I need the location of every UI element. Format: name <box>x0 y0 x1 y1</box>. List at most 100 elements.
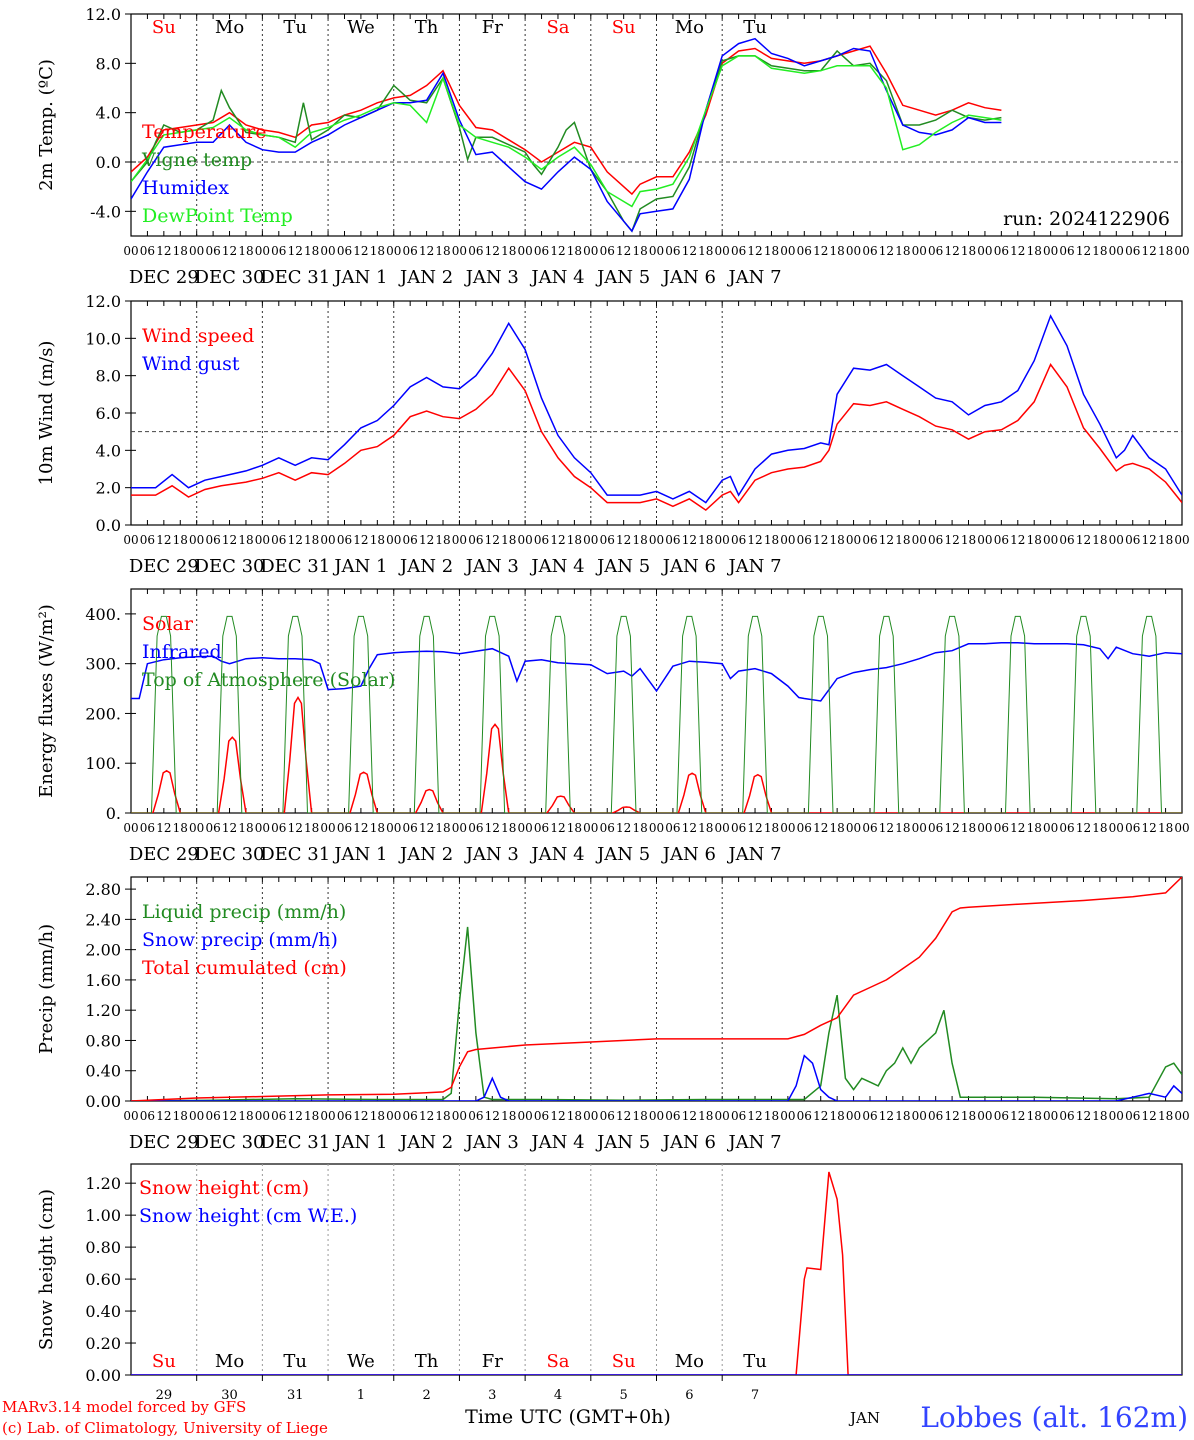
y-tick-label: 6.0 <box>96 404 121 423</box>
hour-label: 18 <box>764 244 779 258</box>
date-label: JAN 6 <box>661 1132 716 1153</box>
weekday-label: Tu <box>743 17 767 38</box>
y-axis-title: 2m Temp. (ºC) <box>36 59 57 191</box>
hour-label: 00 <box>1109 244 1124 258</box>
hour-label: 18 <box>764 1109 779 1123</box>
y-axis-title: Energy fluxes (W/m²) <box>36 604 57 798</box>
y-tick-label: 4.0 <box>96 441 121 460</box>
hour-label: 06 <box>403 1109 418 1123</box>
hour-label: 00 <box>1174 533 1189 547</box>
date-label: JAN 6 <box>661 844 716 865</box>
weekday-label: Th <box>415 17 439 38</box>
series-line-temperature <box>131 45 1002 196</box>
hour-label: 00 <box>1109 533 1124 547</box>
hour-label: 06 <box>337 1109 352 1123</box>
hour-label: 12 <box>288 821 303 835</box>
date-label: JAN 1 <box>332 844 387 865</box>
hour-label: 06 <box>1125 1109 1140 1123</box>
hour-label: 12 <box>1010 533 1025 547</box>
y-tick-label: 200. <box>85 704 121 723</box>
bottom-day-label: 29 <box>156 1388 173 1403</box>
series-line-liquid-precip-mm-h- <box>131 926 1182 1101</box>
hour-label: 06 <box>337 533 352 547</box>
series-line-wind-speed <box>131 363 1182 512</box>
hour-label: 12 <box>747 244 762 258</box>
hour-label: 12 <box>419 244 434 258</box>
hour-label: 18 <box>173 821 188 835</box>
hour-label: 00 <box>715 1109 730 1123</box>
hour-label: 00 <box>912 821 927 835</box>
hour-label: 12 <box>1076 1109 1091 1123</box>
hour-label: 12 <box>156 244 171 258</box>
bottom-day-label: 6 <box>685 1388 693 1403</box>
series-line-dewpoint-temp <box>131 55 1002 208</box>
hour-label: 12 <box>616 244 631 258</box>
date-label: JAN 5 <box>595 844 650 865</box>
hour-label: 18 <box>632 244 647 258</box>
hour-label: 00 <box>780 821 795 835</box>
hour-label: 18 <box>238 1109 253 1123</box>
hour-label: 00 <box>517 1109 532 1123</box>
hour-label: 06 <box>337 821 352 835</box>
date-label: JAN 7 <box>726 844 781 865</box>
hour-label: 06 <box>271 821 286 835</box>
hour-label: 00 <box>583 1109 598 1123</box>
legend-entry: Vigne temp <box>141 149 252 171</box>
hour-label: 06 <box>994 1109 1009 1123</box>
hour-label: 18 <box>435 244 450 258</box>
y-tick-label: 400. <box>85 605 121 624</box>
hour-label: 06 <box>928 244 943 258</box>
hour-label: 00 <box>583 533 598 547</box>
hour-label: 06 <box>205 533 220 547</box>
hour-label: 18 <box>1027 821 1042 835</box>
hour-label: 18 <box>1092 821 1107 835</box>
hour-label: 18 <box>370 533 385 547</box>
y-tick-label: 300. <box>85 655 121 674</box>
hour-label: 12 <box>813 821 828 835</box>
hour-label: 06 <box>140 1109 155 1123</box>
series-line-top-of-atmosphere-solar- <box>131 615 1182 813</box>
date-label: DEC 31 <box>260 1132 330 1153</box>
weekday-label: Su <box>152 17 176 38</box>
hour-label: 00 <box>386 821 401 835</box>
hour-label: 06 <box>468 244 483 258</box>
hour-label: 00 <box>846 1109 861 1123</box>
hour-label: 18 <box>830 244 845 258</box>
hour-label: 06 <box>665 821 680 835</box>
hour-label: 18 <box>895 1109 910 1123</box>
hour-label: 06 <box>1125 821 1140 835</box>
date-label: DEC 29 <box>129 267 199 288</box>
hour-label: 12 <box>419 533 434 547</box>
date-label: JAN 5 <box>595 556 650 577</box>
hour-label: 12 <box>813 244 828 258</box>
hour-label: 18 <box>1027 1109 1042 1123</box>
hour-label: 12 <box>944 821 959 835</box>
hour-label: 06 <box>337 244 352 258</box>
hour-label: 06 <box>928 533 943 547</box>
date-label: DEC 31 <box>260 556 330 577</box>
hour-label: 12 <box>1076 821 1091 835</box>
hour-label: 06 <box>271 1109 286 1123</box>
hour-label: 06 <box>994 821 1009 835</box>
hour-label: 06 <box>731 821 746 835</box>
weekday-label: Mo <box>215 1351 244 1372</box>
hour-label: 12 <box>682 244 697 258</box>
hour-label: 18 <box>961 1109 976 1123</box>
weekday-label: Th <box>415 1351 439 1372</box>
hour-label: 12 <box>747 1109 762 1123</box>
hour-label: 00 <box>452 821 467 835</box>
hour-label: 12 <box>1010 1109 1025 1123</box>
hour-label: 00 <box>1043 821 1058 835</box>
date-label: JAN 6 <box>661 267 716 288</box>
date-label: JAN 2 <box>398 1132 453 1153</box>
hour-label: 00 <box>189 821 204 835</box>
hour-label: 18 <box>501 1109 516 1123</box>
series-line-snow-height-cm- <box>131 1171 1182 1375</box>
legend-entry: Snow precip (mm/h) <box>142 929 338 951</box>
hour-label: 06 <box>665 244 680 258</box>
series-line-solar <box>131 696 1182 813</box>
hour-label: 18 <box>567 244 582 258</box>
legend-entry: Liquid precip (mm/h) <box>142 901 346 923</box>
legend-entry: Top of Atmosphere (Solar) <box>142 669 395 691</box>
hour-label: 18 <box>632 533 647 547</box>
